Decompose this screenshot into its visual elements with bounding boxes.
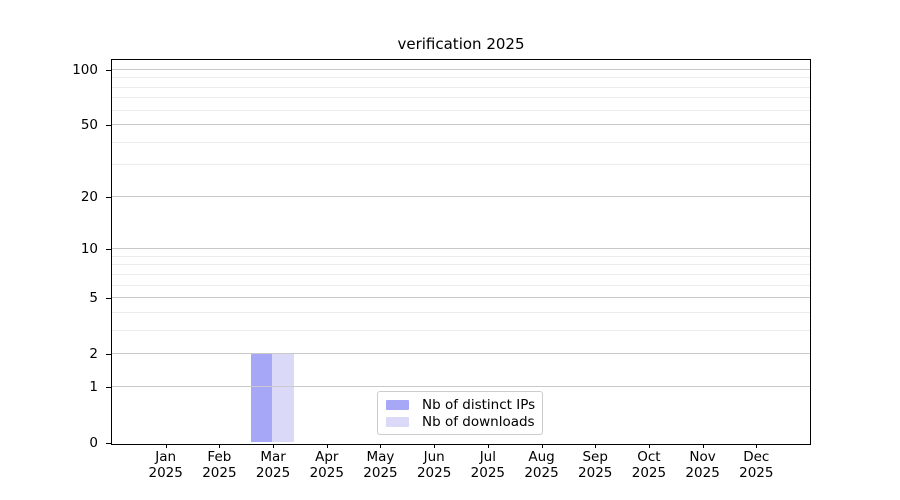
gridline-9 — [112, 255, 810, 257]
y-tick-20 — [106, 196, 111, 198]
y-tick-label-20: 20 — [80, 188, 98, 205]
x-tick-month: Apr — [315, 449, 339, 465]
bar-nb-of-distinct-ips — [250, 353, 273, 442]
x-tick-year: 2025 — [309, 464, 344, 481]
y-tick-2 — [106, 354, 111, 356]
gridline-90 — [112, 77, 810, 79]
x-tick-dec — [756, 444, 758, 448]
x-tick-month: Feb — [207, 449, 232, 465]
x-tick-jul — [487, 444, 489, 448]
x-tick-month: Jul — [479, 449, 496, 465]
y-tick-5 — [106, 298, 111, 300]
gridline-60 — [112, 109, 810, 111]
legend-label-distinct-ips: Nb of distinct IPs — [422, 396, 536, 413]
gridline-6 — [112, 284, 810, 286]
x-tick-label-sep: Sep 2025 — [563, 449, 627, 481]
y-tick-0 — [106, 443, 111, 444]
x-tick-label-jul: Jul 2025 — [456, 449, 520, 481]
gridline-80 — [112, 86, 810, 88]
gridline-7 — [112, 273, 810, 275]
x-tick-year: 2025 — [255, 464, 291, 481]
x-tick-year: 2025 — [363, 464, 398, 481]
x-tick-aug — [541, 444, 543, 448]
x-tick-apr — [326, 444, 328, 448]
x-tick-month: Oct — [637, 449, 661, 465]
x-tick-nov — [702, 444, 704, 448]
legend: Nb of distinct IPs Nb of downloads — [377, 391, 543, 435]
plot-area — [111, 59, 811, 445]
x-tick-year: 2025 — [470, 464, 506, 481]
y-tick-label-0: 0 — [89, 435, 98, 451]
legend-item-downloads: Nb of downloads — [386, 413, 542, 430]
legend-item-distinct-ips: Nb of distinct IPs — [386, 396, 542, 413]
gridline-40 — [112, 141, 810, 143]
y-tick-50 — [106, 125, 111, 127]
y-tick-label-100: 100 — [72, 61, 98, 78]
y-tick-label-50: 50 — [80, 117, 98, 134]
x-tick-month: Mar — [260, 449, 286, 465]
gridline-5 — [112, 297, 810, 299]
gridline-3 — [112, 329, 810, 331]
gridline-10 — [112, 248, 810, 250]
x-tick-month: Dec — [743, 449, 770, 465]
x-tick-sep — [595, 444, 597, 448]
gridline-100 — [112, 68, 810, 70]
gridline-4 — [112, 311, 810, 313]
legend-label-downloads: Nb of downloads — [422, 413, 535, 430]
x-tick-may — [380, 444, 382, 448]
legend-swatch-downloads — [386, 416, 409, 427]
gridline-30 — [112, 164, 810, 166]
x-tick-feb — [219, 444, 221, 448]
x-tick-mar — [273, 444, 275, 448]
gridline-1 — [112, 385, 810, 387]
x-tick-month: Jan — [155, 449, 177, 465]
x-tick-label-nov: Nov 2025 — [671, 449, 735, 481]
x-tick-label-mar: Mar 2025 — [241, 449, 305, 481]
gridline-20 — [112, 195, 810, 197]
x-tick-year: 2025 — [739, 464, 774, 481]
legend-swatch-distinct-ips — [386, 399, 409, 410]
x-tick-label-apr: Apr 2025 — [295, 449, 359, 481]
gridline-70 — [112, 97, 810, 99]
x-tick-month: May — [366, 449, 395, 465]
x-tick-label-aug: Aug 2025 — [510, 449, 574, 481]
x-tick-label-oct: Oct 2025 — [617, 449, 681, 481]
x-tick-year: 2025 — [202, 464, 237, 481]
x-tick-year: 2025 — [148, 464, 183, 481]
x-tick-month: Aug — [528, 449, 555, 465]
x-tick-year: 2025 — [416, 464, 452, 481]
chart-title: verification 2025 — [397, 35, 525, 53]
y-tick-label-2: 2 — [89, 346, 98, 363]
gridline-2 — [112, 353, 810, 355]
x-tick-year: 2025 — [631, 464, 667, 481]
x-tick-month: Nov — [689, 449, 716, 465]
x-tick-month: Sep — [582, 449, 608, 465]
x-tick-label-dec: Dec 2025 — [724, 449, 788, 481]
bar-nb-of-downloads — [272, 353, 294, 442]
x-tick-year: 2025 — [578, 464, 613, 481]
x-tick-year: 2025 — [524, 464, 559, 481]
x-tick-oct — [648, 444, 650, 448]
y-tick-label-10: 10 — [80, 241, 98, 258]
x-tick-label-may: May 2025 — [348, 449, 412, 481]
x-tick-label-feb: Feb 2025 — [187, 449, 251, 481]
x-tick-label-jan: Jan 2025 — [134, 449, 198, 481]
x-tick-jan — [165, 444, 167, 448]
y-tick-label-5: 5 — [89, 290, 98, 307]
gridline-50 — [112, 124, 810, 126]
y-tick-10 — [106, 249, 111, 251]
y-tick-1 — [106, 386, 111, 388]
gridline-8 — [112, 264, 810, 266]
x-tick-label-jun: Jun 2025 — [402, 449, 466, 481]
x-tick-month: Jun — [423, 449, 445, 465]
x-tick-jun — [434, 444, 436, 448]
y-tick-label-1: 1 — [89, 378, 98, 395]
x-tick-year: 2025 — [685, 464, 720, 481]
y-tick-100 — [106, 69, 111, 71]
